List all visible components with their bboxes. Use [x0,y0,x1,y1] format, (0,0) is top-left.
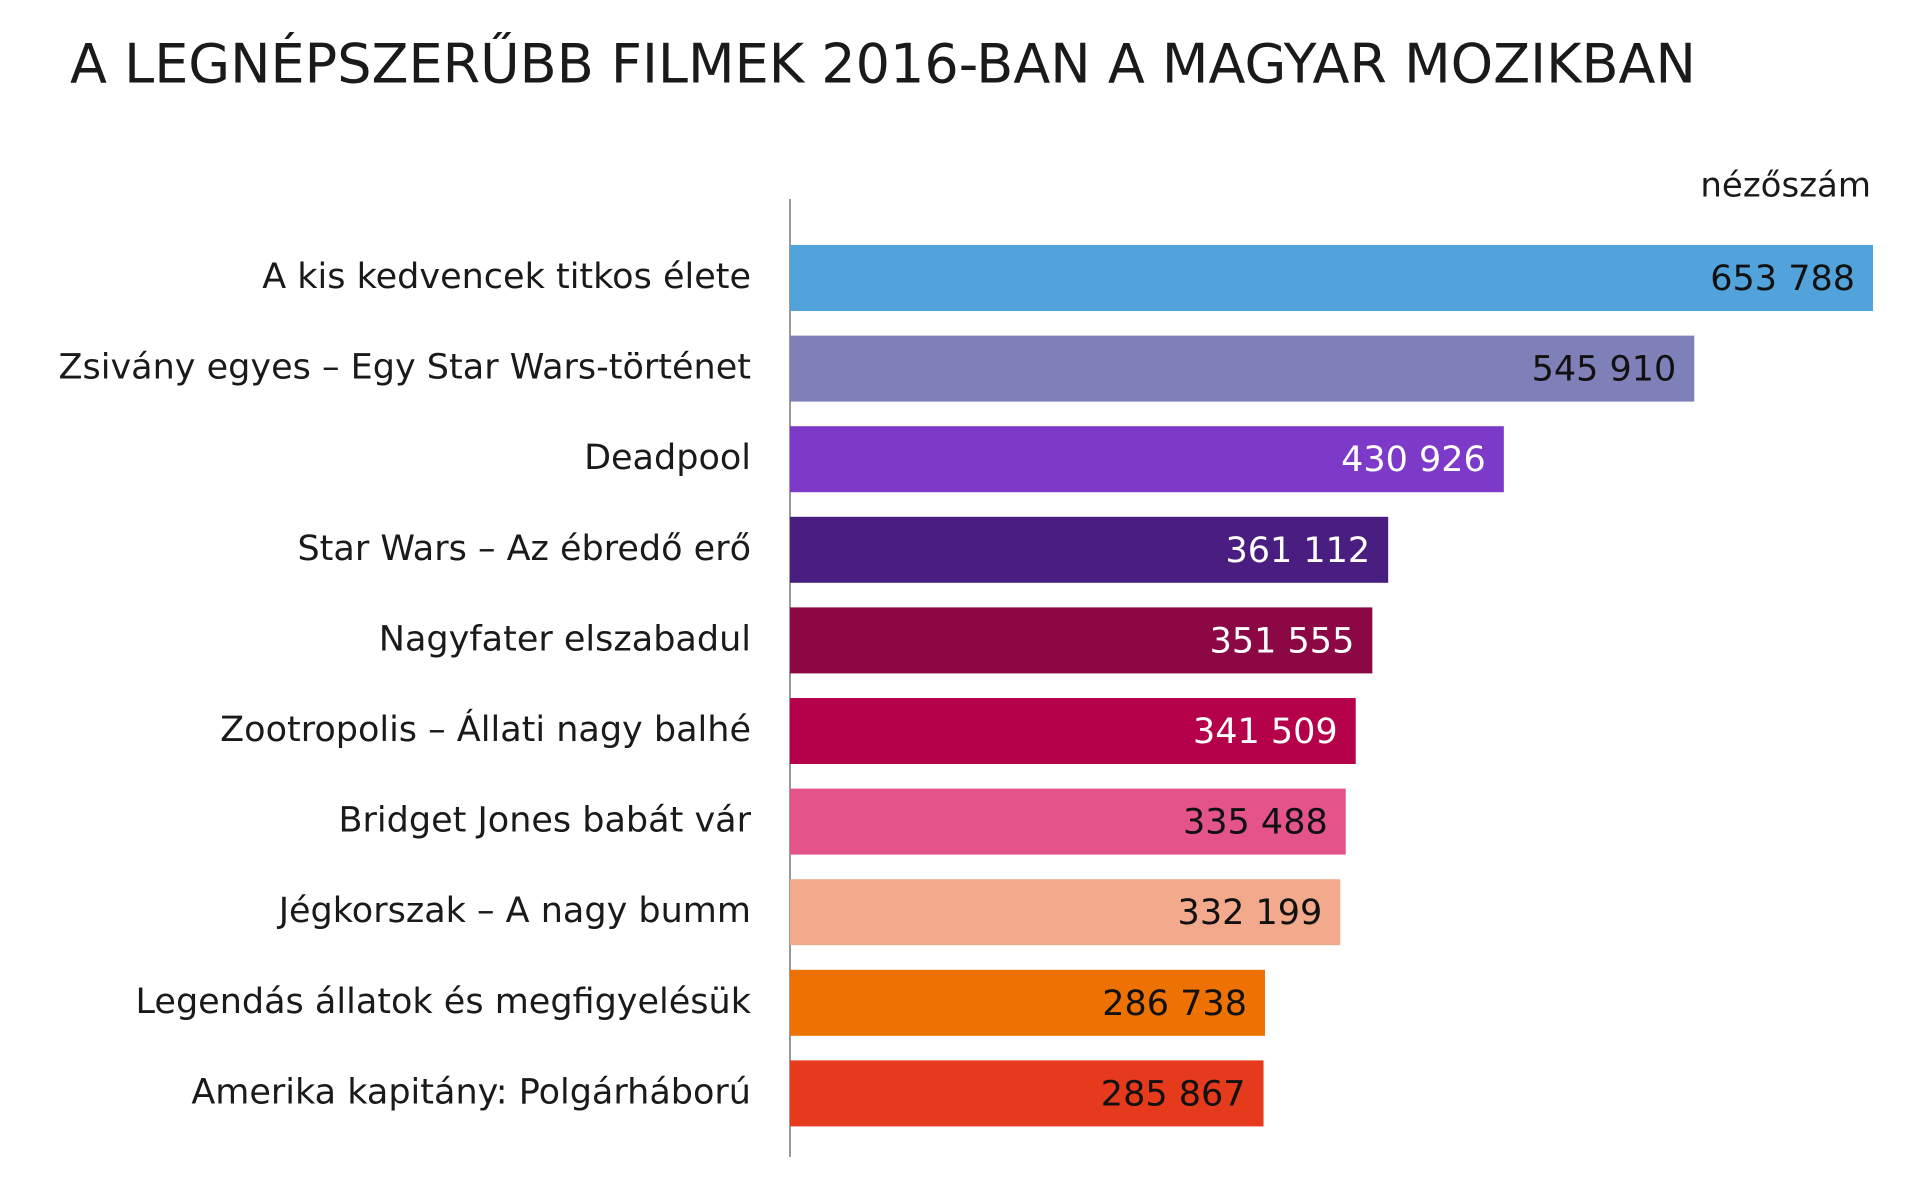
value-label: 341 509 [1193,712,1338,752]
value-label: 285 867 [1101,1074,1246,1114]
value-label: 653 788 [1710,259,1855,299]
value-label: 545 910 [1532,350,1677,390]
bar [790,969,1265,1036]
bar [790,788,1346,855]
value-label: 332 199 [1178,893,1323,933]
bar [790,607,1373,674]
chart-title: A LEGNÉPSZERŰBB FILMEK 2016-BAN A MAGYAR… [70,33,1696,96]
bar [790,879,1341,946]
category-label: A kis kedvencek titkos élete [262,257,751,297]
bar [790,1060,1264,1127]
value-label: 286 738 [1102,984,1247,1024]
value-label: 335 488 [1183,803,1328,843]
axis-label: nézőszám [1700,166,1871,206]
category-label: Zsivány egyes – Egy Star Wars-történet [59,348,751,388]
bar [790,698,1356,764]
category-label: Star Wars – Az ébredő erő [297,529,751,569]
category-label: Nagyfater elszabadul [379,619,751,659]
bar [790,426,1504,493]
category-label: Deadpool [584,438,751,478]
category-label: Amerika kapitány: Polgárháború [191,1072,751,1112]
category-label: Zootropolis – Állati nagy balhé [220,708,751,750]
bar [790,245,1873,311]
value-label: 361 112 [1225,531,1370,571]
bar [790,516,1389,583]
category-label: Jégkorszak – A nagy bumm [277,891,751,931]
category-label: Bridget Jones babát vár [339,801,752,841]
category-label: Legendás állatok és megfigyelésük [136,982,752,1022]
value-label: 430 926 [1341,440,1486,480]
bar [790,335,1695,402]
value-label: 351 555 [1210,621,1355,661]
